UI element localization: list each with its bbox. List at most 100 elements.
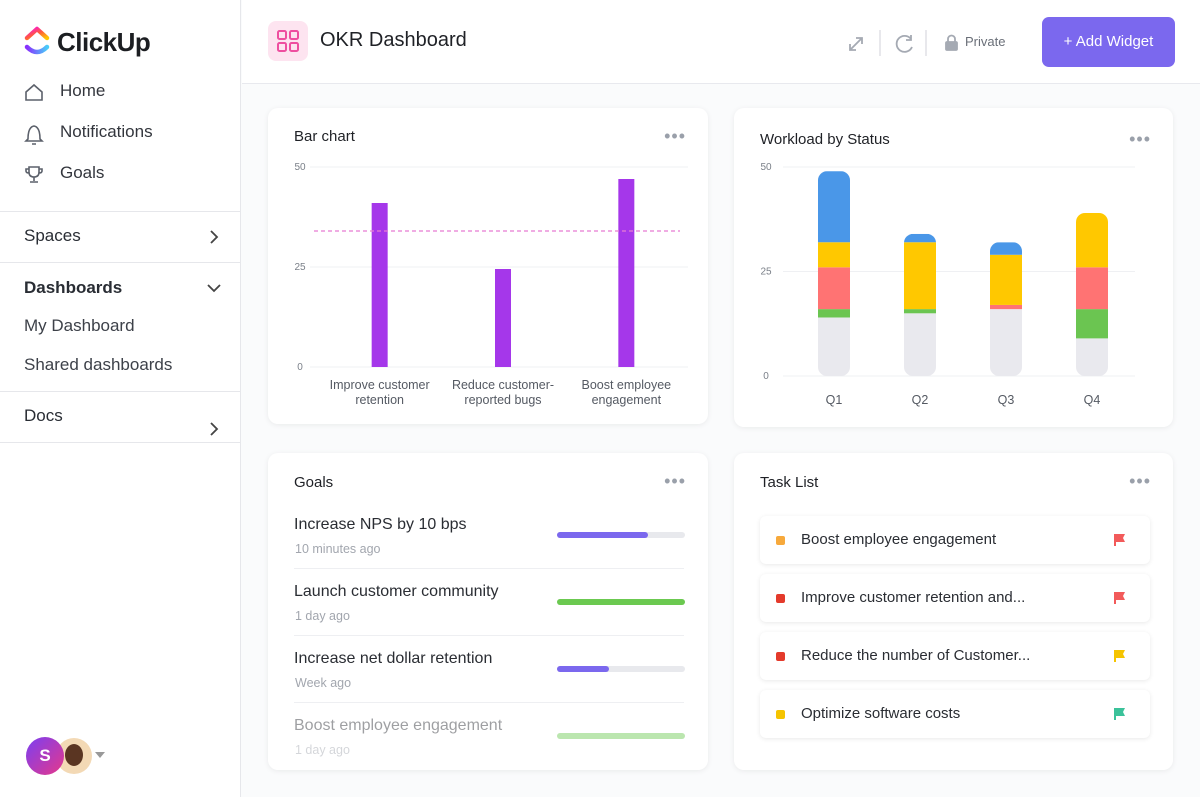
goal-row: Launch customer community 1 day ago [268,583,708,650]
status-dot [776,536,785,545]
progress-track [557,666,685,672]
widget-title: Workload by Status [760,131,890,148]
bar [618,179,635,367]
widget-title: Goals [294,474,334,491]
priority-flag [1114,650,1125,662]
goal-name: Boost employee engagement [294,717,503,734]
bar-segment [1076,267,1108,310]
progress-bar [557,599,685,605]
progress-bar [557,666,610,672]
progress-track [557,599,685,605]
column [818,171,850,376]
widget-menu[interactable]: ••• [664,126,686,146]
add-widget-button[interactable]: + Add Widget [1042,17,1175,67]
sidebar: ClickUp Home Notifications Goals Spaces … [0,0,241,797]
bar-segment [818,242,850,268]
progress-bar [557,532,648,538]
goals-widget: Goals ••• Increase NPS by 10 bps 10 minut… [268,453,708,770]
bar-segment [1076,309,1108,339]
chart-plot: 0 25 50 [760,162,1135,382]
task-row[interactable]: Reduce the number of Customer... [760,632,1150,680]
goal-name: Increase NPS by 10 bps [294,516,467,533]
widget-title: Bar chart [294,128,355,145]
task-row[interactable]: Boost employee engagement [760,516,1150,564]
y-tick-label: 50 [294,162,306,173]
status-dot [776,710,785,719]
progress-track [557,733,685,739]
privacy-label[interactable]: Private [965,34,1006,49]
bar [371,203,388,367]
task-name: Improve customer retention and... [801,589,1026,606]
bar-segment [1076,212,1108,268]
divider [0,391,240,392]
bar-segment [990,304,1022,310]
goal-time: 10 minutes ago [295,542,381,556]
bar-segment [818,317,850,376]
bar-segment [990,242,1022,255]
divider [294,702,684,703]
bar-segment [904,233,936,243]
task-row[interactable]: Improve customer retention and... [760,574,1150,622]
priority-flag [1114,534,1125,546]
bar-segment [990,254,1022,305]
header: OKR Dashboard Private + Add Widget [242,0,1200,84]
y-tick-label: 25 [294,262,306,273]
bar-segment [904,313,936,376]
x-tick-label: Boost employee engagement [581,378,672,407]
bar-segment [904,309,936,314]
logo-text: ClickUp [57,27,151,57]
user-avatar[interactable]: S [26,737,64,775]
dashboard-link[interactable]: Shared dashboards [24,355,173,374]
x-tick-label: Q3 [997,393,1015,407]
y-tick-label: 25 [760,267,772,278]
x-tick-label: Q1 [825,393,843,407]
flag-shape [1114,708,1125,720]
goal-time: Week ago [295,676,352,690]
nav-item[interactable]: Goals [60,163,105,182]
nav-item[interactable]: Notifications [60,122,153,141]
flag-shape [1114,650,1125,662]
divider [294,568,684,569]
bar-segment [818,171,850,243]
x-tick-label: Reduce customer-reported bugs [451,378,555,407]
header-tools [849,30,958,56]
section-spaces[interactable]: Spaces [24,226,81,245]
priority-flag [1114,592,1125,604]
task-row[interactable]: Optimize software costs [760,690,1150,738]
bar-segment [818,309,850,318]
flag-shape [1114,592,1125,604]
bar-segment [818,267,850,310]
x-tick-label: Q2 [911,393,929,407]
dashboard-link[interactable]: My Dashboard [24,316,135,335]
chart-plot: 0 25 50 [294,162,688,373]
widget-menu[interactable]: ••• [1129,129,1151,149]
nav-item[interactable]: Home [60,81,106,100]
workload-widget: Workload by Status ••• 0 25 50 Q1 Q2 Q3 Q4 [734,108,1173,427]
section-dashboards[interactable]: Dashboards [24,278,123,297]
task-name: Optimize software costs [801,705,961,722]
bar-segment [1076,338,1108,376]
column [1076,212,1108,376]
y-tick-label: 50 [760,162,772,173]
logo-icon [24,26,50,55]
goal-row: Boost employee engagement 1 day ago [268,717,708,784]
bar [495,269,511,367]
widget-menu[interactable]: ••• [1129,471,1151,491]
page-title: OKR Dashboard [320,29,467,51]
dashboard-icon [268,21,308,61]
x-tick-label: Improve customer retention [329,378,430,407]
task-name: Boost employee engagement [801,531,997,548]
divider [0,262,240,263]
status-dot [776,594,785,603]
goal-name: Increase net dollar retention [294,650,493,667]
section-docs[interactable]: Docs [24,406,63,425]
status-dot [776,652,785,661]
widget-menu[interactable]: ••• [664,471,686,491]
divider [0,442,240,443]
goal-time: 1 day ago [295,609,350,623]
widget-title: Task List [760,474,819,491]
divider [294,635,684,636]
nav-icons [24,83,44,183]
goal-name: Launch customer community [294,583,499,600]
divider [0,211,240,212]
